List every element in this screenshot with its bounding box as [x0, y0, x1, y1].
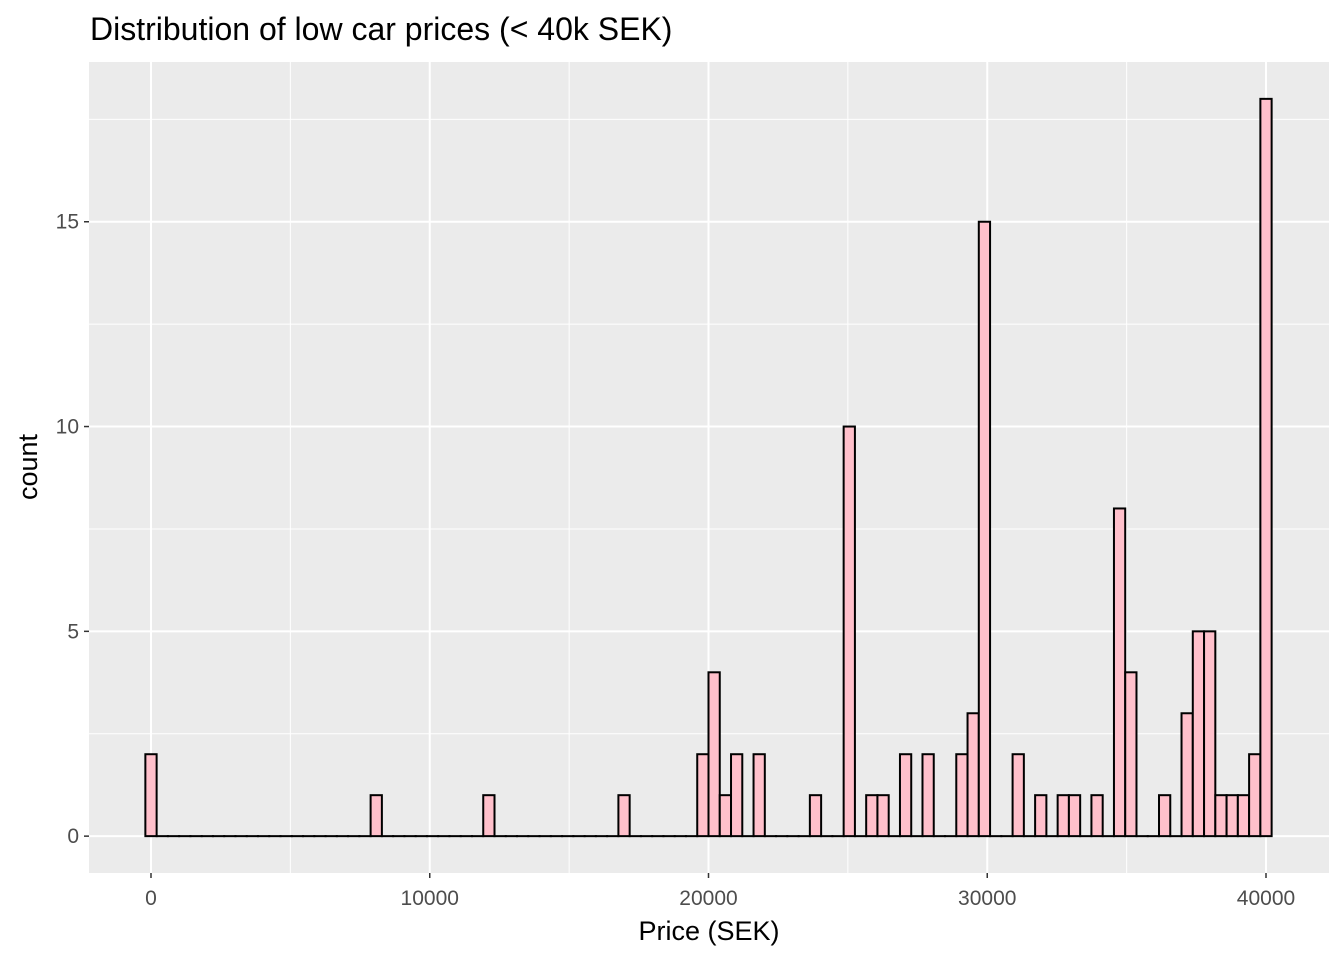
x-tick-label: 10000: [401, 887, 459, 910]
x-tick-label: 30000: [958, 887, 1016, 910]
histogram-bar: [808, 794, 823, 838]
histogram-bar: [966, 712, 980, 838]
histogram-bar: [369, 794, 383, 838]
y-tick-label: 5: [67, 620, 79, 643]
histogram-bar: [955, 753, 969, 838]
histogram-bar: [707, 671, 721, 838]
histogram-bar: [1124, 671, 1138, 838]
y-axis-label: count: [13, 433, 43, 500]
histogram-bar: [1034, 794, 1048, 838]
histogram-bar: [144, 753, 158, 838]
histogram-bar: [1112, 507, 1127, 838]
histogram-bar: [1191, 630, 1206, 838]
histogram-bar: [617, 794, 631, 838]
histogram-bar: [1214, 794, 1228, 838]
histogram-bar: [865, 794, 879, 838]
histogram-bar: [718, 794, 733, 838]
y-tick-label: 0: [67, 825, 79, 848]
x-tick-label: 20000: [679, 887, 737, 910]
histogram-bar: [1180, 712, 1194, 838]
y-tick-label: 10: [56, 416, 79, 439]
histogram-bar: [1248, 753, 1262, 838]
x-tick-label: 0: [145, 887, 157, 910]
histogram-bar: [1158, 794, 1172, 838]
histogram-bar: [752, 753, 766, 838]
x-axis-label: Price (SEK): [638, 916, 779, 946]
histogram-bar: [1259, 97, 1273, 838]
chart-title: Distribution of low car prices (< 40k SE…: [90, 11, 672, 47]
histogram-bar: [730, 753, 744, 838]
histogram-bar: [977, 220, 992, 838]
histogram-bar: [842, 425, 856, 838]
x-tick-label: 40000: [1237, 887, 1295, 910]
histogram-bar: [1011, 753, 1025, 838]
histogram-bar: [1090, 794, 1104, 838]
histogram-bar: [1203, 630, 1217, 838]
histogram-bar: [1236, 794, 1251, 838]
histogram-bar: [696, 753, 710, 838]
histogram-bar: [876, 794, 890, 838]
histogram-bar: [921, 753, 935, 838]
histogram-bar: [1067, 794, 1082, 838]
histogram-bar: [482, 794, 496, 838]
histogram-bar: [1056, 794, 1070, 838]
histogram-bar: [1225, 794, 1239, 838]
y-tick-label: 15: [56, 211, 79, 234]
histogram-bar: [898, 753, 913, 838]
